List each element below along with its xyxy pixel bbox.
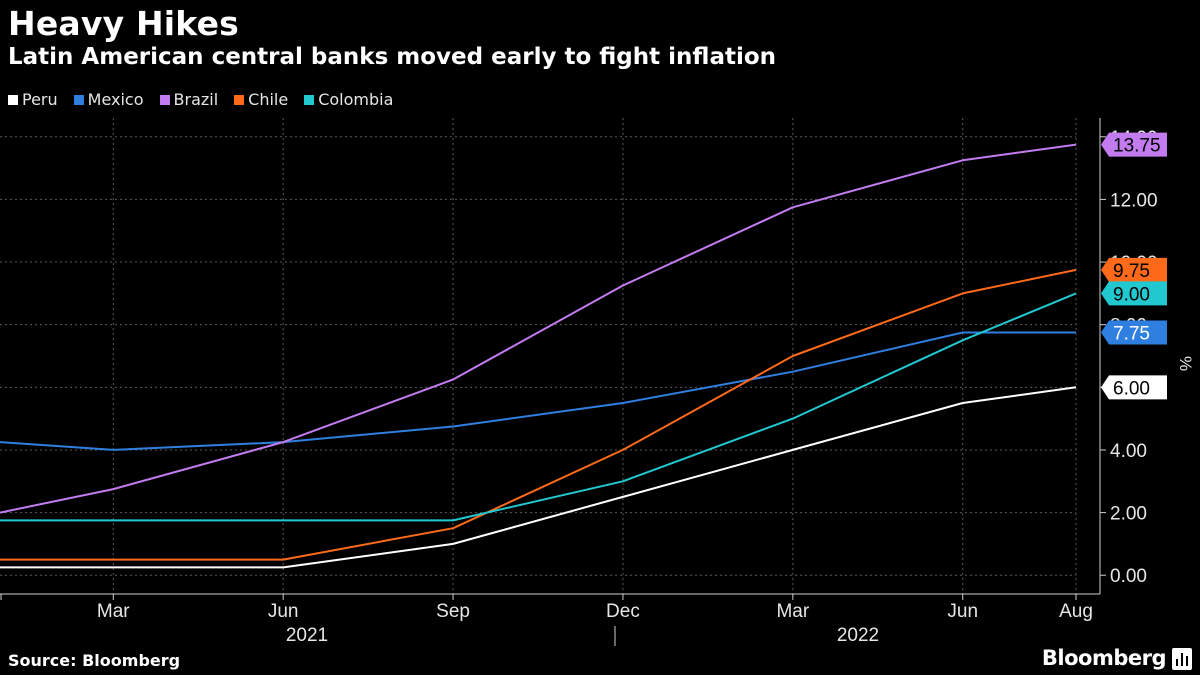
x-tick-label: Dec <box>606 601 640 622</box>
legend-label: Peru <box>22 90 58 109</box>
legend-label: Chile <box>248 90 289 109</box>
end-label-mexico: 7.75 <box>1113 324 1150 345</box>
legend-swatch <box>159 94 170 105</box>
legend-swatch <box>73 94 84 105</box>
legend-swatch <box>8 94 18 105</box>
end-tag-chile <box>1101 257 1167 282</box>
source-note: Source: Bloomberg <box>8 651 181 670</box>
x-tick-label: Aug <box>1059 601 1093 622</box>
x-year-label: 2022 <box>837 625 879 646</box>
legend-item-brazil: Brazil <box>159 90 219 109</box>
legend-label: Brazil <box>173 90 219 109</box>
end-label-brazil: 13.75 <box>1113 136 1161 157</box>
legend-label: Colombia <box>318 90 394 109</box>
legend-item-colombia: Colombia <box>304 90 393 109</box>
series-line-colombia <box>0 292 1077 522</box>
x-year-label: 2021 <box>286 625 328 646</box>
end-tag-brazil <box>1101 132 1167 157</box>
x-tick-label: Sep <box>436 601 470 622</box>
legend: Peru Mexico Brazil Chile Colombia <box>8 90 393 109</box>
y-tick-label: 4.00 <box>1110 441 1147 462</box>
legend-item-chile: Chile <box>234 90 288 109</box>
end-tag-peru <box>1101 375 1167 400</box>
chart-subtitle: Latin American central banks moved early… <box>8 44 777 70</box>
series-line-mexico <box>0 331 1076 451</box>
bloomberg-chart-icon <box>1172 648 1192 670</box>
series-line-peru <box>0 386 1077 569</box>
y-tick-label: 2.00 <box>1110 504 1147 525</box>
legend-swatch <box>234 94 245 105</box>
x-tick-label: Mar <box>776 601 809 622</box>
end-label-colombia: 9.00 <box>1113 284 1150 305</box>
x-tick-label: Mar <box>97 601 130 622</box>
legend-label: Mexico <box>87 90 144 109</box>
series-line-chile <box>0 268 1077 561</box>
legend-item-peru: Peru <box>8 90 58 109</box>
y-tick-label: 0.00 <box>1110 566 1147 587</box>
legend-item-mexico: Mexico <box>73 90 144 109</box>
series-line-brazil <box>0 143 1077 514</box>
brand-logo: Bloomberg <box>1041 646 1167 670</box>
end-tag-mexico <box>1101 320 1167 345</box>
y-axis-label: % <box>1176 356 1195 371</box>
end-label-peru: 6.00 <box>1113 378 1150 399</box>
chart-title: Heavy Hikes <box>8 4 239 43</box>
y-tick-label: 12.00 <box>1110 190 1158 211</box>
end-label-chile: 9.75 <box>1113 261 1150 282</box>
end-tag-colombia <box>1101 281 1167 306</box>
x-tick-label: Jun <box>268 601 299 622</box>
legend-swatch <box>304 94 315 105</box>
x-tick-label: Jun <box>947 601 978 622</box>
